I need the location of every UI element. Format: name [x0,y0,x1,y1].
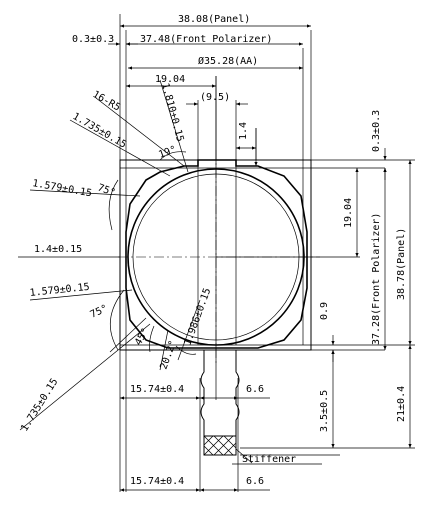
radius-label: 16-R5 [91,89,123,114]
stiffener-block [203,435,237,456]
center-gap-label: (9.5) [200,92,230,103]
horizontal-dimensions [18,24,311,492]
d-1579-top-label: 1.579±0.15 [31,178,92,199]
fpc-left-2-label: 15.74±0.4 [130,476,184,487]
angle-45-bot-label: 45° [133,326,152,347]
fpc-outline [200,350,240,436]
top-gap-label: 0.3±0.3 [371,110,382,152]
d-1579-bot-label: 1.579±0.15 [29,282,90,299]
fpc-left-1-label: 15.74±0.4 [130,384,184,395]
d-1810-label: 1.810±0.15 [159,82,185,143]
center-x-label: 19.04 [155,74,185,85]
angle-19-label: 19° [157,144,178,161]
fpc-3-5-label: 3.5±0.5 [319,390,330,432]
fpc-width-2-label: 6.6 [246,476,264,487]
front-polarizer-outline [125,159,308,349]
vertical-dimensions [215,76,412,448]
panel-height-label: 38.78(Panel) [396,228,407,300]
panel-outline [119,159,312,351]
angle-75-top-label: 75° [96,182,117,199]
stiffener-leader [235,448,253,464]
fpc-21-label: 21±0.4 [396,386,407,422]
panel-width-label: 38.08(Panel) [178,14,250,25]
fp-height-label: 37.28(Front Polarizer) [371,213,382,345]
angle-20-2-label: 20.2° [158,339,179,371]
fpc-width-1-label: 6.6 [246,384,264,395]
display-panel [118,150,320,365]
d-1-4-left-label: 1.4±0.15 [34,244,82,255]
angle-75-bot-label: 75° [89,303,110,321]
stiffener-label: Stiffener [242,454,296,465]
fpc-tail [200,350,322,465]
d-1735-top-label: 1.735±0.15 [71,111,129,151]
edge-1-4-top-label: 1.4 [238,122,249,140]
d-1735-bot-label: 1.735±0.15 [19,377,60,434]
bottom-gap-label: 0.9 [319,302,330,320]
leader-lines [19,79,201,431]
fp-offset-label: 0.3±0.3 [72,34,114,45]
aa-diameter-label: Ø35.28(AA) [198,55,258,67]
center-y-label: 19.04 [343,198,354,228]
stiffener-hatch [203,435,237,456]
dimension-labels: 38.08(Panel) 0.3±0.3 37.48(Front Polariz… [19,14,407,487]
fp-width-label: 37.48(Front Polarizer) [140,34,272,45]
